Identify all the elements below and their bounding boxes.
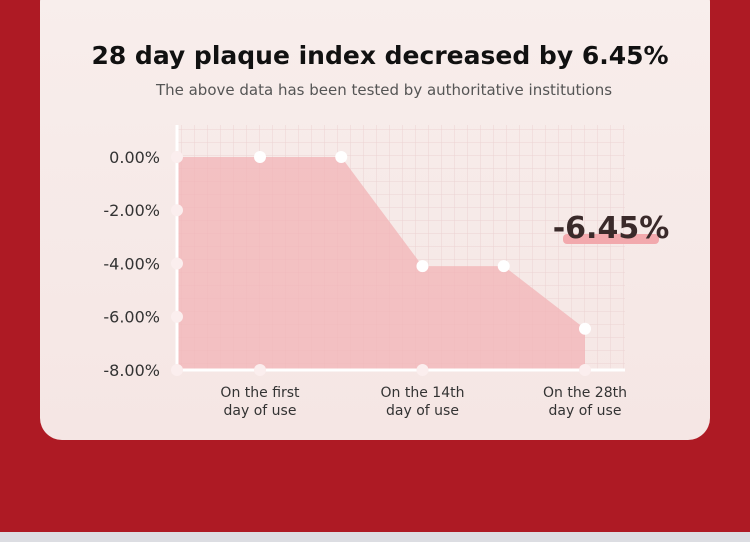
- x-tick-mark: [416, 364, 429, 376]
- area: [177, 156, 585, 370]
- annotation-highlight: [563, 234, 659, 244]
- y-tick-mark: [171, 204, 183, 217]
- y-tick-mark: [171, 310, 183, 323]
- y-tick-label: -4.00%: [103, 254, 160, 273]
- annotation: -6.45%: [553, 211, 670, 246]
- y-tick-mark: [171, 150, 183, 163]
- chart-subtitle: The above data has been tested by author…: [155, 81, 612, 99]
- x-tick-mark: [254, 364, 266, 376]
- bottom-strip: [0, 532, 750, 542]
- y-tick-label: -6.00%: [103, 308, 160, 327]
- x-tick-label: On the 14th day of use: [380, 385, 465, 419]
- point: [254, 150, 266, 163]
- point: [335, 150, 348, 163]
- y-tick-label: -2.00%: [103, 201, 160, 220]
- y-tick-label: -8.00%: [103, 361, 160, 380]
- x-tick-label: On the 28th day of use: [543, 385, 627, 419]
- y-tick-mark: [171, 257, 183, 270]
- x-tick-label: On the first day of use: [220, 385, 300, 419]
- y-tick-mark: [171, 364, 183, 376]
- x-tick-mark: [579, 364, 591, 376]
- point: [497, 260, 510, 273]
- y-tick-label: 0.00%: [109, 148, 160, 167]
- chart-title: 28 day plaque index decreased by 6.45%: [91, 41, 668, 70]
- point: [579, 322, 591, 335]
- point: [416, 260, 429, 273]
